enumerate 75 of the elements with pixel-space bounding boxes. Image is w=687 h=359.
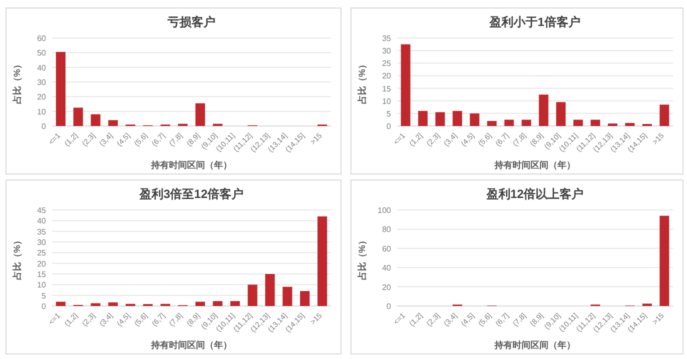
bar <box>470 113 480 126</box>
y-tick-label: 20 <box>37 259 47 268</box>
bar <box>435 112 445 126</box>
x-axis-title: 持有时间区间（年） <box>150 160 232 170</box>
x-axis-title: 持有时间区间（年） <box>494 340 576 350</box>
bar <box>195 302 206 306</box>
bar <box>487 120 497 126</box>
bar <box>590 120 600 126</box>
bar <box>90 303 100 306</box>
y-tick-label: 0 <box>42 302 47 311</box>
y-tick-label: 25 <box>37 248 47 258</box>
y-tick-label: 20 <box>37 92 47 102</box>
y-tick-label: 80 <box>382 225 392 234</box>
y-tick-label: 60 <box>37 34 47 43</box>
y-tick-label: 15 <box>382 84 392 94</box>
y-tick-label: 5 <box>42 291 47 300</box>
bar <box>56 52 66 126</box>
y-tick-label: 35 <box>382 34 392 43</box>
bar <box>108 302 118 306</box>
y-axis-title: 占比（%） <box>357 60 367 104</box>
chart-title: 盈利12倍以上客户 <box>485 187 584 201</box>
y-tick-label: 0 <box>42 122 47 131</box>
y-tick-label: 5 <box>386 109 392 118</box>
y-tick-label: 30 <box>37 238 47 247</box>
y-tick-label: 25 <box>382 59 392 68</box>
y-tick-label: 15 <box>37 270 47 279</box>
y-tick-label: 10 <box>382 96 392 106</box>
bar <box>573 120 583 126</box>
y-tick-label: 0 <box>386 302 392 311</box>
y-tick-label: 40 <box>37 63 47 72</box>
y-tick-label: 10 <box>37 280 47 290</box>
y-tick-label: 30 <box>37 78 47 87</box>
y-tick-label: 45 <box>37 206 47 215</box>
y-tick-label: 10 <box>37 107 47 116</box>
y-axis-title: 占比（%） <box>12 236 22 280</box>
bar <box>300 291 310 306</box>
y-axis-title: 占比（%） <box>12 60 22 104</box>
y-tick-label: 60 <box>382 244 392 254</box>
bar <box>608 123 618 126</box>
y-tick-label: 100 <box>378 206 392 215</box>
bar <box>108 120 118 126</box>
bar <box>212 301 222 306</box>
bar <box>400 44 410 126</box>
chart-title: 盈利3倍至12倍客户 <box>138 187 244 201</box>
bar <box>538 94 548 126</box>
bar <box>282 286 292 306</box>
bar <box>660 104 670 126</box>
bar <box>248 284 258 306</box>
bar <box>90 114 100 126</box>
bar <box>556 102 566 126</box>
y-tick-label: 40 <box>37 216 47 226</box>
y-tick-label: 30 <box>382 46 392 56</box>
bar <box>317 216 328 306</box>
y-tick-label: 40 <box>382 264 392 273</box>
y-axis-title: 占比（%） <box>357 236 367 280</box>
y-tick-label: 50 <box>37 48 47 58</box>
bar <box>418 110 428 126</box>
bar <box>625 122 635 126</box>
bar <box>504 120 514 126</box>
x-axis-title: 持有时间区间（年） <box>150 340 232 350</box>
bar <box>522 120 532 126</box>
bar <box>230 301 240 306</box>
bar <box>195 103 206 126</box>
bar <box>73 108 83 126</box>
y-tick-label: 20 <box>382 72 392 81</box>
bar <box>660 216 670 306</box>
y-tick-label: 35 <box>37 227 47 236</box>
x-axis-title: 持有时间区间（年） <box>494 160 576 170</box>
y-tick-label: 0 <box>386 122 392 131</box>
bar <box>56 302 66 306</box>
chart-title: 盈利小于1倍客户 <box>488 15 580 29</box>
chart-title: 亏损客户 <box>166 15 216 29</box>
y-tick-label: 20 <box>382 282 392 292</box>
bar <box>452 110 462 126</box>
bar <box>265 274 275 306</box>
